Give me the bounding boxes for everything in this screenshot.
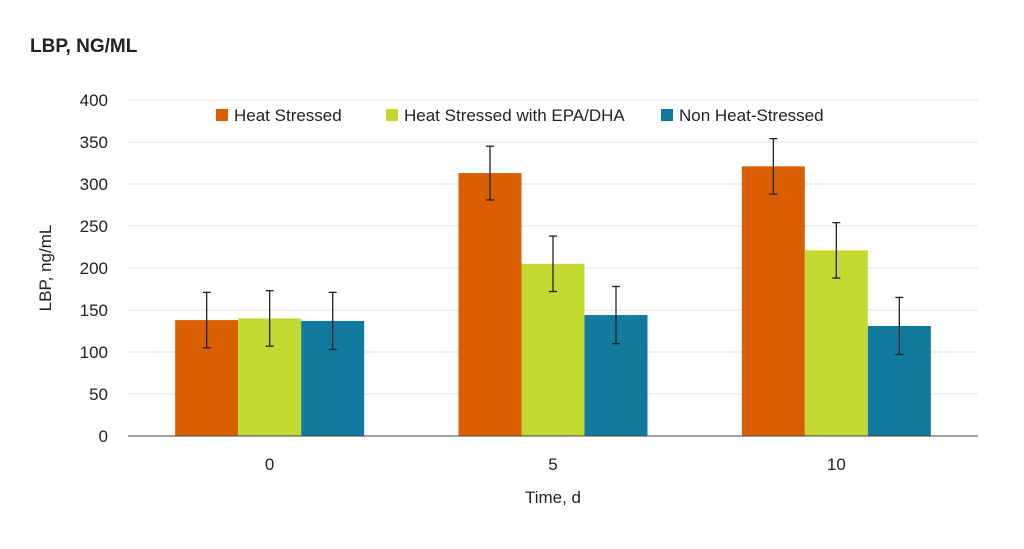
error-bars	[202, 137, 904, 356]
x-tick-label: 5	[548, 455, 557, 474]
x-tick-label: 0	[265, 455, 274, 474]
bar	[458, 173, 522, 436]
y-tick-label: 50	[89, 385, 108, 404]
legend-swatch	[216, 109, 228, 121]
y-tick-label: 350	[80, 133, 108, 152]
y-tick-label: 250	[80, 217, 108, 236]
legend-swatch	[661, 109, 673, 121]
y-tick-label: 200	[80, 259, 108, 278]
y-tick-label: 0	[99, 427, 108, 446]
bar	[804, 250, 868, 436]
y-tick-label: 400	[80, 91, 108, 110]
legend-label: Heat Stressed	[234, 106, 342, 125]
legend-label: Heat Stressed with EPA/DHA	[404, 106, 625, 125]
bar	[521, 263, 585, 436]
y-tick-labels: 0 50 100 150 200 250 300 350 400	[80, 91, 108, 446]
legend: Heat Stressed Heat Stressed with EPA/DHA N…	[216, 106, 824, 125]
y-tick-label: 100	[80, 343, 108, 362]
x-tick-label: 10	[827, 455, 846, 474]
x-axis-label: Time, d	[525, 488, 581, 507]
bars	[175, 166, 931, 437]
legend-swatch	[386, 109, 398, 121]
x-tick-labels: 0 5 10	[265, 455, 846, 474]
y-axis-label: LBP, ng/mL	[36, 225, 55, 312]
chart-title: LBP, NG/ML	[30, 36, 138, 57]
legend-label: Non Heat-Stressed	[679, 106, 824, 125]
y-tick-label: 300	[80, 175, 108, 194]
bar	[741, 166, 805, 437]
y-tick-label: 150	[80, 301, 108, 320]
